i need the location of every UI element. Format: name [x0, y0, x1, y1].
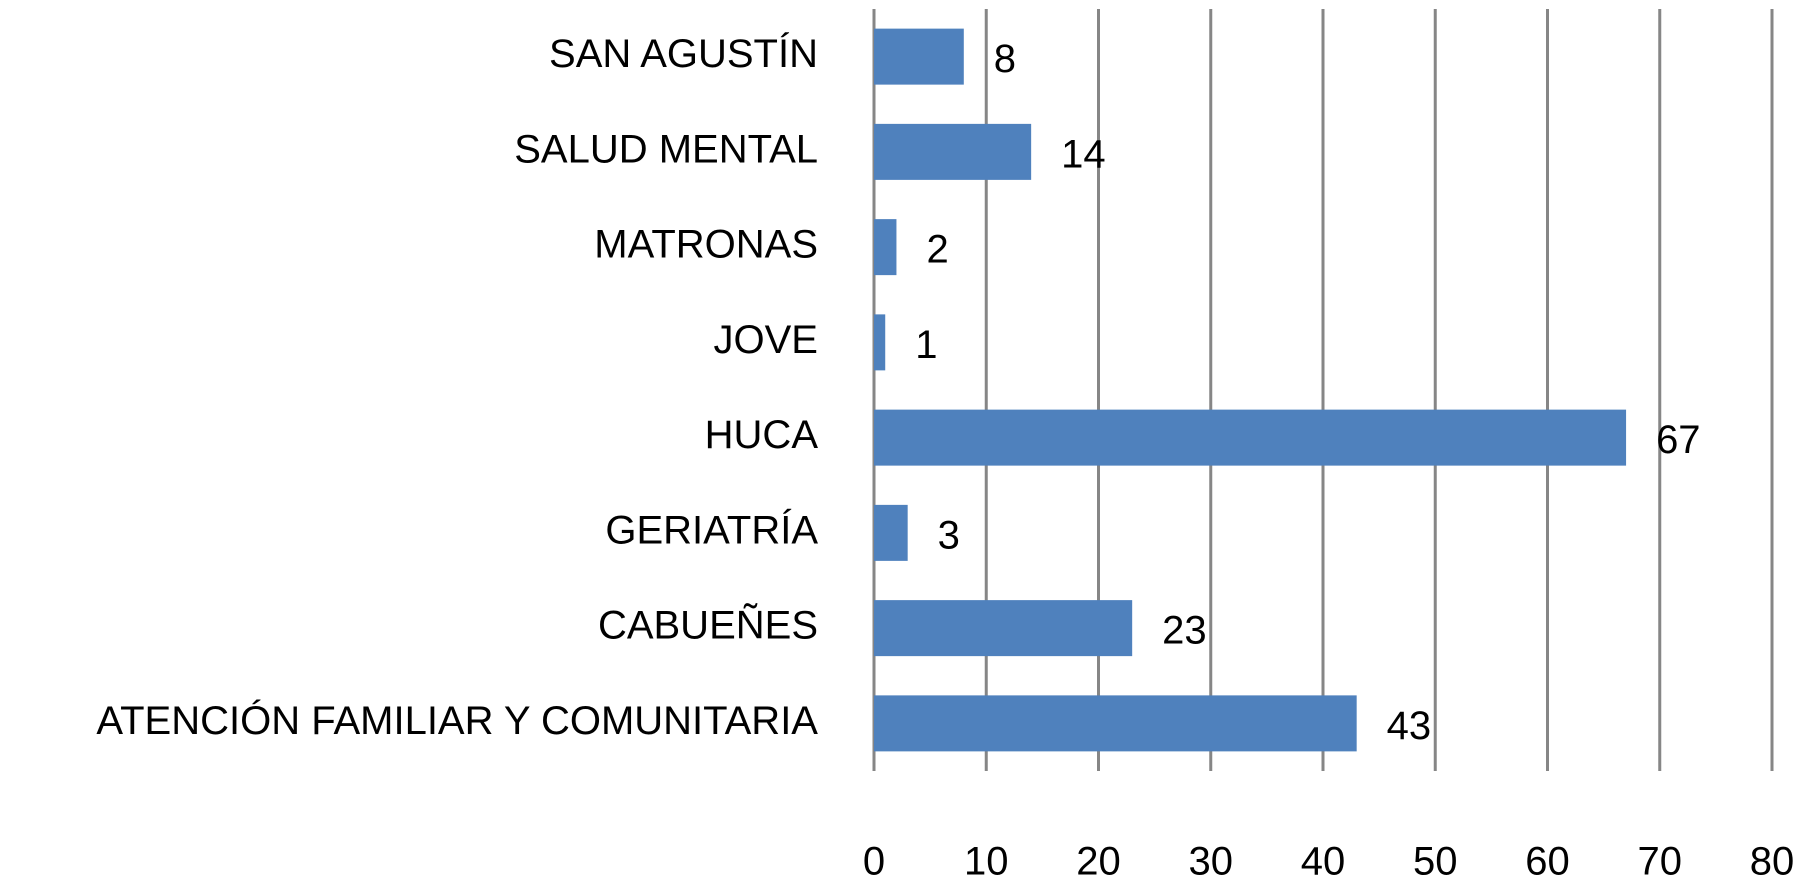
data-label: 43	[1387, 704, 1432, 748]
x-tick-label: 50	[1413, 840, 1458, 880]
x-tick-label: 70	[1638, 840, 1683, 880]
x-tick-label: 20	[1076, 840, 1121, 880]
bar	[874, 314, 886, 371]
data-label: 23	[1162, 609, 1207, 653]
bar	[874, 504, 908, 561]
bar	[874, 695, 1357, 752]
data-label: 1	[915, 323, 937, 367]
data-label: 3	[938, 513, 960, 557]
y-tick-label: ATENCIÓN FAMILIAR Y COMUNITARIA	[96, 698, 818, 743]
bar	[874, 409, 1627, 466]
y-tick-label: CABUEÑES	[598, 603, 818, 648]
y-tick-label: SALUD MENTAL	[514, 127, 818, 171]
y-tick-label: JOVE	[714, 318, 818, 362]
x-tick-label: 40	[1301, 840, 1346, 880]
bar	[874, 28, 964, 85]
x-tick-label: 60	[1525, 840, 1570, 880]
y-tick-label: MATRONAS	[594, 223, 818, 267]
x-tick-label: 0	[863, 840, 885, 880]
bar	[874, 600, 1133, 657]
bar	[874, 219, 897, 276]
x-tick-label: 10	[964, 840, 1009, 880]
x-tick-label: 80	[1750, 840, 1795, 880]
data-label: 14	[1061, 132, 1106, 176]
y-tick-label: SAN AGUSTÍN	[549, 31, 818, 76]
y-tick-label: GERIATRÍA	[605, 507, 818, 552]
bar	[874, 123, 1032, 180]
data-label: 67	[1656, 418, 1701, 462]
data-label: 2	[926, 228, 948, 272]
data-label: 8	[994, 37, 1016, 81]
y-tick-label: HUCA	[705, 413, 819, 457]
x-tick-label: 30	[1189, 840, 1234, 880]
